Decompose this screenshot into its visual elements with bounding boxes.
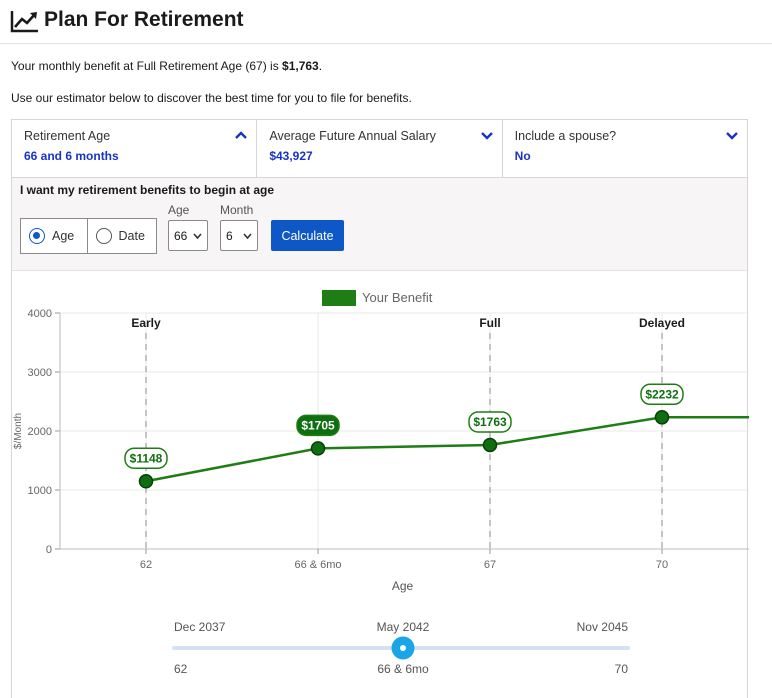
tab-value: $43,927 — [269, 149, 313, 163]
benefit-point[interactable] — [654, 410, 670, 425]
y-tick-label: 2000 — [28, 426, 52, 438]
slider-end-date: Nov 2045 — [577, 620, 629, 634]
slider-current-date: May 2042 — [377, 620, 430, 634]
x-tick-label: 66 & 6mo — [294, 559, 341, 571]
tab-label: Retirement Age — [24, 129, 111, 143]
benefit-chart: Your Benefit 0 1000 2000 3000 4000 $/Month 62 66… — [13, 290, 749, 676]
tab-value: No — [514, 149, 531, 163]
age-date-toggle: Age Date — [20, 218, 157, 254]
radio-checked-icon — [29, 228, 45, 244]
slider-current-age: 66 & 6mo — [377, 662, 429, 676]
benefit-value-badge — [640, 383, 684, 406]
benefit-value-label: $1148 — [130, 451, 163, 465]
age-select[interactable]: 66 — [168, 220, 208, 251]
chevron-up-icon — [235, 131, 248, 139]
x-tick-label: 70 — [656, 559, 668, 571]
legend-label: Your Benefit — [362, 290, 433, 305]
benefit-point[interactable] — [310, 441, 326, 456]
benefit-summary-prefix: Your monthly benefit at Full Retirement … — [11, 59, 283, 73]
slider-thumb-dot — [400, 645, 406, 651]
legend-swatch — [322, 290, 356, 306]
benefit-line — [145, 416, 749, 483]
chevron-down-icon — [480, 132, 493, 140]
benefit-chart-panel: Your Benefit 0 1000 2000 3000 4000 $/Month 62 66… — [11, 270, 749, 698]
slider-end-age: 70 — [615, 662, 629, 676]
month-select-value: 6 — [226, 229, 233, 243]
page-title: Plan For Retirement — [44, 8, 244, 31]
x-tick-label: 62 — [140, 559, 152, 571]
tab-label: Include a spouse? — [514, 129, 617, 143]
benefit-value-badge — [296, 414, 340, 437]
benefit-value-badge — [468, 411, 512, 433]
slider-start-age: 62 — [174, 662, 188, 676]
x-tick-label: 67 — [484, 559, 496, 571]
calculate-button[interactable]: Calculate — [271, 220, 344, 251]
trend-line-icon — [10, 11, 38, 33]
y-tick-label: 1000 — [28, 485, 52, 497]
chevron-down-icon — [726, 132, 738, 140]
x-axis-label: Age — [392, 579, 414, 593]
age-select-label: Age — [168, 203, 190, 217]
benefit-point[interactable] — [482, 437, 498, 453]
month-select[interactable]: 6 — [220, 220, 258, 251]
y-tick-label: 3000 — [28, 367, 52, 379]
benefit-value-label: $1705 — [301, 418, 335, 432]
benefit-point[interactable] — [138, 474, 154, 489]
slider-start-date: Dec 2037 — [174, 620, 226, 634]
tab-average-salary[interactable]: Average Future Annual Salary $43,927 — [257, 120, 503, 177]
benefit-summary-suffix: . — [318, 59, 323, 73]
tab-include-spouse[interactable]: Include a spouse? No — [502, 120, 747, 177]
tab-value: 66 and 6 months — [24, 149, 119, 163]
age-radio-label: Age — [52, 229, 75, 243]
benefit-start-form: I want my retirement benefits to begin a… — [11, 178, 748, 270]
settings-tabs: Retirement Age 66 and 6 months Average F… — [11, 119, 748, 178]
chevron-down-icon — [193, 233, 202, 239]
benefit-value-label: $2232 — [645, 387, 679, 401]
date-radio-option[interactable]: Date — [86, 219, 156, 253]
chevron-down-icon — [243, 233, 252, 239]
milestone-label: Delayed — [639, 316, 685, 330]
y-tick-label: 0 — [46, 544, 52, 556]
age-radio-option[interactable]: Age — [21, 219, 87, 253]
page-header: Plan For Retirement — [0, 0, 772, 44]
benefit-value-badge — [124, 447, 168, 470]
tab-label: Average Future Annual Salary — [269, 129, 436, 143]
benefit-amount: $1,763 — [282, 59, 319, 73]
y-tick-label: 4000 — [28, 308, 52, 320]
age-select-value: 66 — [174, 229, 188, 243]
milestone-label: Full — [479, 316, 500, 330]
form-prompt: I want my retirement benefits to begin a… — [20, 183, 275, 197]
y-axis-label: $/Month — [13, 413, 24, 449]
benefit-summary: Your monthly benefit at Full Retirement … — [11, 59, 322, 73]
benefit-value-label: $1763 — [473, 415, 507, 429]
month-select-label: Month — [220, 203, 254, 217]
estimator-instructions: Use our estimator below to discover the … — [11, 91, 412, 105]
milestone-label: Early — [131, 316, 161, 330]
date-radio-label: Date — [118, 229, 145, 243]
tab-retirement-age[interactable]: Retirement Age 66 and 6 months — [12, 120, 258, 177]
radio-unchecked-icon — [95, 228, 112, 244]
